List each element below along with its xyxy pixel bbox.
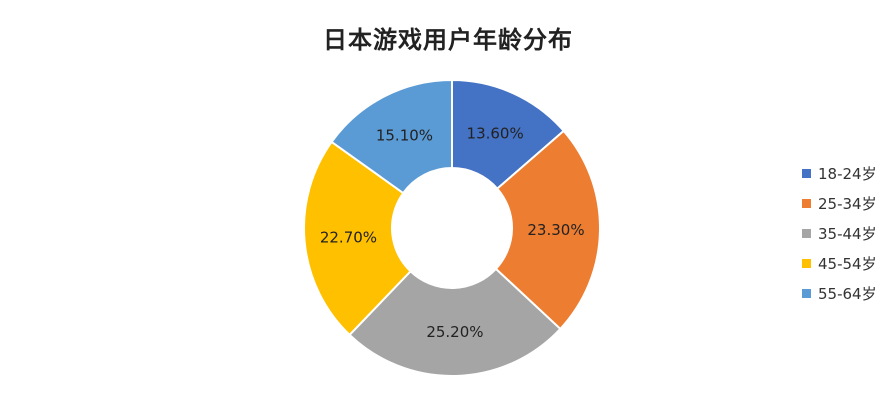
slice-55-64岁 [330, 78, 453, 195]
slice-35-44岁 [348, 267, 562, 377]
legend: 18-24岁 25-34岁 35-44岁 45-54岁 55-64岁 [802, 158, 877, 308]
slice-25-34岁 [494, 129, 601, 331]
data-label: 13.60% [467, 124, 524, 142]
data-label: 15.10% [376, 127, 433, 145]
legend-label: 55-64岁 [818, 284, 877, 303]
slice-18-24岁 [451, 78, 566, 191]
chart-title: 日本游戏用户年龄分布 [323, 26, 573, 54]
legend-label: 45-54岁 [818, 254, 877, 273]
legend-swatch [802, 288, 811, 298]
legend-item: 35-44岁 [802, 218, 877, 248]
legend-item: 25-34岁 [802, 188, 877, 218]
legend-swatch [802, 258, 811, 268]
slice-45-54岁 [303, 140, 412, 337]
data-label: 25.20% [426, 323, 483, 341]
legend-swatch [802, 168, 811, 178]
legend-item: 18-24岁 [802, 158, 877, 188]
legend-label: 25-34岁 [818, 194, 877, 213]
data-label: 23.30% [527, 221, 584, 239]
legend-label: 18-24岁 [818, 164, 877, 183]
legend-item: 45-54岁 [802, 248, 877, 278]
legend-swatch [802, 228, 811, 238]
legend-swatch [802, 198, 811, 208]
legend-item: 55-64岁 [802, 278, 877, 308]
legend-label: 35-44岁 [818, 224, 877, 243]
data-label: 22.70% [320, 229, 377, 247]
